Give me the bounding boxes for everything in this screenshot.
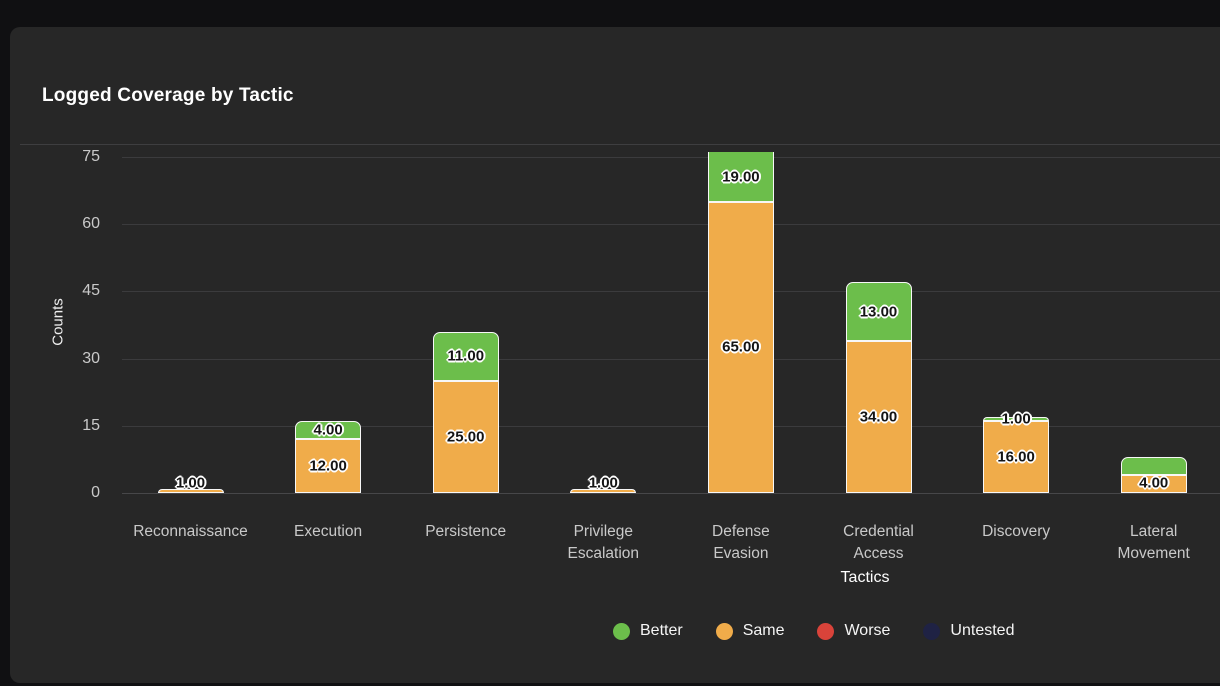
x-category-label-execution: Execution xyxy=(294,523,363,540)
bar-segment-same-privilege-escalation[interactable] xyxy=(570,488,637,493)
bar-segment-better-execution[interactable] xyxy=(295,421,362,440)
legend-swatch-better xyxy=(613,622,630,640)
bar-segment-better-discovery[interactable] xyxy=(983,416,1050,422)
bar-value-label: 1.00 xyxy=(175,474,206,492)
bar-value-label: 16.00 xyxy=(997,448,1035,466)
gridline-0 xyxy=(122,493,1220,494)
bar-value-label: 65.00 xyxy=(722,338,760,356)
gridline-15 xyxy=(122,425,1220,427)
bar-segment-better-credential-access[interactable] xyxy=(845,282,912,341)
legend-item-same[interactable]: Same xyxy=(715,622,785,640)
plot-area: 1.00 12.00 4.00 25.00 11.00 1.00 65.00 19.00 34.… xyxy=(122,152,1220,493)
legend-swatch-worse xyxy=(817,622,835,640)
bar-segment-same-discovery[interactable] xyxy=(983,421,1050,493)
chart-card: Logged Coverage by Tactic xyxy=(10,27,1220,683)
y-tick-label-30: 30 xyxy=(82,349,100,367)
bar-value-label: 1.00 xyxy=(588,474,618,492)
legend-item-worse[interactable]: Worse xyxy=(817,622,890,640)
bar-value-label: 4.00 xyxy=(313,421,343,439)
y-tick-label-15: 15 xyxy=(82,416,100,434)
gridline-60 xyxy=(122,224,1220,226)
x-category-label-lateral-movement: Lateral Movement xyxy=(1117,523,1190,562)
bar-value-label: 25.00 xyxy=(446,428,485,446)
bar-segment-better-defense-evasion[interactable] xyxy=(707,152,774,202)
legend-label: Untested xyxy=(950,622,1015,639)
legend-item-better[interactable]: Better xyxy=(613,622,683,640)
x-category-label-reconnaissance: Reconnaissance xyxy=(133,523,248,540)
bar-segment-same-lateral-movement[interactable] xyxy=(1120,475,1187,493)
x-category-label-privilege-escalation: Privilege Escalation xyxy=(567,523,640,562)
legend-swatch-same xyxy=(715,622,733,640)
bar-segment-same-credential-access[interactable] xyxy=(845,340,912,493)
legend-label: Same xyxy=(742,622,785,639)
legend-label: Worse xyxy=(844,622,891,639)
x-category-label-credential-access: Credential Access xyxy=(843,523,914,562)
chart-legend: Better Same Worse Untested xyxy=(613,622,1014,640)
x-category-label-discovery: Discovery xyxy=(982,523,1051,540)
y-tick-label-45: 45 xyxy=(82,282,100,300)
legend-item-untested[interactable]: Untested xyxy=(923,622,1014,640)
y-tick-label-0: 0 xyxy=(91,484,100,501)
bar-value-label: 19.00 xyxy=(722,168,760,186)
bar-value-label: 4.00 xyxy=(1139,474,1169,492)
bar-segment-same-persistence[interactable] xyxy=(432,381,499,493)
legend-label: Better xyxy=(640,622,683,639)
bar-value-label: 12.00 xyxy=(309,457,347,475)
gridline-30 xyxy=(122,358,1220,360)
chart-title: Logged Coverage by Tactic xyxy=(42,85,294,106)
x-axis-title: Tactics xyxy=(840,569,890,586)
bar-segment-same-reconnaissance[interactable] xyxy=(157,488,224,493)
bar-segment-better-persistence[interactable] xyxy=(432,331,499,381)
gridline-75 xyxy=(122,157,1220,158)
y-axis-title: Counts xyxy=(49,298,67,346)
bar-value-label: 1.00 xyxy=(1001,410,1031,428)
x-category-label-persistence: Persistence xyxy=(425,523,507,540)
bar-value-label: 13.00 xyxy=(859,303,898,321)
x-category-label-defense-evasion: Defense Evasion xyxy=(712,523,770,562)
bar-segment-same-defense-evasion[interactable] xyxy=(707,201,774,493)
bar-value-label: 34.00 xyxy=(859,408,898,426)
y-tick-label-75: 75 xyxy=(82,148,100,165)
legend-swatch-untested xyxy=(923,622,941,640)
bar-segment-same-execution[interactable] xyxy=(295,439,362,493)
bar-segment-better-lateral-movement[interactable] xyxy=(1120,457,1187,476)
bar-value-label: 11.00 xyxy=(447,347,485,365)
y-tick-label-60: 60 xyxy=(82,215,100,233)
card-divider xyxy=(20,144,1220,145)
gridline-45 xyxy=(122,291,1220,293)
